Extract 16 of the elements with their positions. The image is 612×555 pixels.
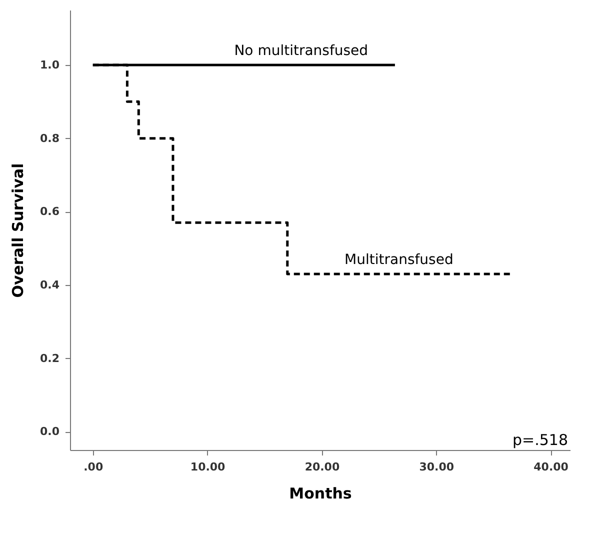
x-tick-label: 20.00 — [304, 460, 340, 474]
x-tick-label: 30.00 — [419, 460, 454, 474]
y-tick-label: 0.0 — [40, 425, 60, 438]
y-tick-label: 0.2 — [40, 352, 60, 365]
y-tick-label: 0.6 — [40, 205, 60, 218]
series-label: Multitransfused — [344, 252, 454, 268]
x-tick-label: 40.00 — [534, 460, 569, 474]
x-tick-label: 10.00 — [190, 460, 226, 474]
series-label: No multitransfused — [234, 43, 368, 59]
x-axis-title: Months — [289, 484, 352, 502]
y-axis-title: Overall Survival — [9, 163, 28, 298]
y-tick-label: 0.4 — [40, 278, 60, 292]
annotation: p=.518 — [512, 431, 568, 449]
x-tick-label: .00 — [84, 460, 104, 474]
y-tick-label: 0.8 — [40, 132, 60, 145]
y-tick-label: 1.0 — [40, 58, 60, 72]
